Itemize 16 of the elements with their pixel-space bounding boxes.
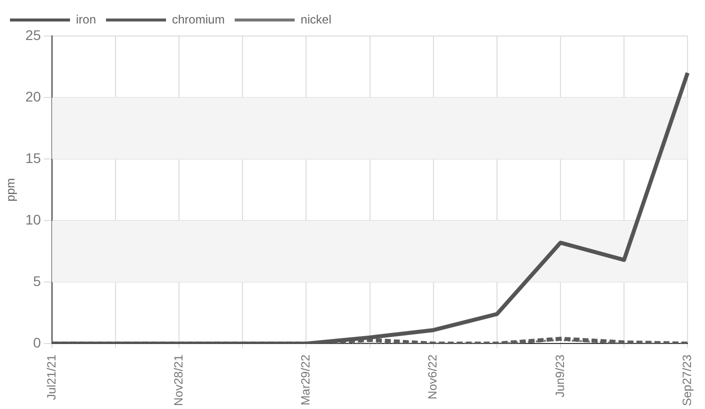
y-tick-label: 25 [25,26,42,43]
y-tick-label: 0 [33,334,42,350]
y-tick-label: 15 [25,150,42,166]
legend-label: iron [76,12,96,26]
y-axis-title: ppm [4,178,18,202]
y-tick-label: 10 [25,211,42,228]
legend-label: chromium [172,12,225,26]
legend-label: nickel [300,12,332,26]
x-tick-label: Jul21/21 [44,354,58,400]
y-tick-label: 20 [25,88,42,104]
y-tick-label: 5 [33,272,42,289]
x-tick-label: Mar29/22 [298,354,313,406]
x-tick-label: Sep27/23 [680,354,694,406]
x-tick-label: Nov28/21 [171,354,186,406]
x-tick-label: Nov6/22 [426,354,440,400]
x-tick-label: Jun9/23 [552,354,567,398]
